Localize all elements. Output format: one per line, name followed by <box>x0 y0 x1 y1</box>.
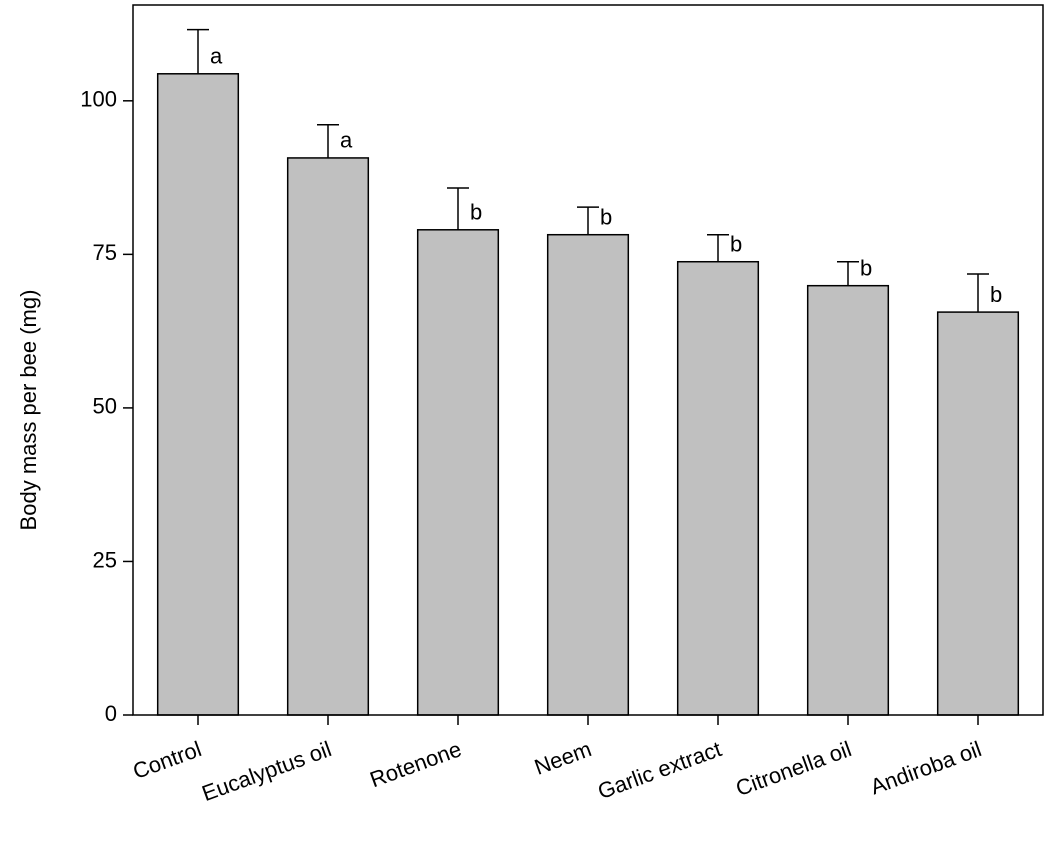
x-tick-label: Control <box>130 736 205 784</box>
x-tick-label: Neem <box>531 736 595 780</box>
bar <box>416 229 500 716</box>
bar <box>936 311 1020 716</box>
group-letter: b <box>470 200 482 225</box>
x-tick-label: Andiroba oil <box>867 736 985 799</box>
bar <box>676 260 760 716</box>
y-tick-label: 100 <box>80 87 117 112</box>
group-letter: b <box>990 282 1002 307</box>
y-tick-label: 25 <box>93 547 117 572</box>
x-tick-label: Garlic extract <box>594 736 724 804</box>
y-tick-label: 0 <box>105 701 117 726</box>
group-letter: b <box>600 205 612 230</box>
group-letter: b <box>730 232 742 257</box>
group-letter: b <box>860 255 872 280</box>
y-tick-label: 50 <box>93 394 117 419</box>
group-letter: a <box>210 44 223 69</box>
x-tick-label: Eucalyptus oil <box>199 736 335 806</box>
x-tick-label: Citronella oil <box>732 736 854 801</box>
bar <box>546 233 630 716</box>
plot-frame <box>132 4 1044 716</box>
group-letter: a <box>340 128 353 153</box>
bar <box>286 157 370 716</box>
y-axis-label: Body mass per bee (mg) <box>16 290 41 531</box>
x-tick-label: Rotenone <box>366 736 464 792</box>
bar <box>156 73 240 716</box>
bar <box>806 284 890 716</box>
y-tick-label: 75 <box>93 240 117 265</box>
